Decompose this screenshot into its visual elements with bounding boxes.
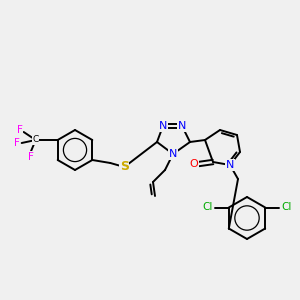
- Text: F: F: [14, 138, 20, 148]
- Text: F: F: [17, 125, 22, 135]
- Text: C: C: [33, 136, 39, 145]
- Text: F: F: [28, 152, 34, 162]
- Text: Cl: Cl: [202, 202, 213, 212]
- Text: N: N: [178, 121, 186, 131]
- Text: N: N: [226, 160, 234, 170]
- Text: N: N: [159, 121, 167, 131]
- Text: Cl: Cl: [281, 202, 291, 212]
- Text: S: S: [120, 160, 129, 173]
- Text: O: O: [190, 159, 198, 169]
- Text: N: N: [169, 149, 177, 159]
